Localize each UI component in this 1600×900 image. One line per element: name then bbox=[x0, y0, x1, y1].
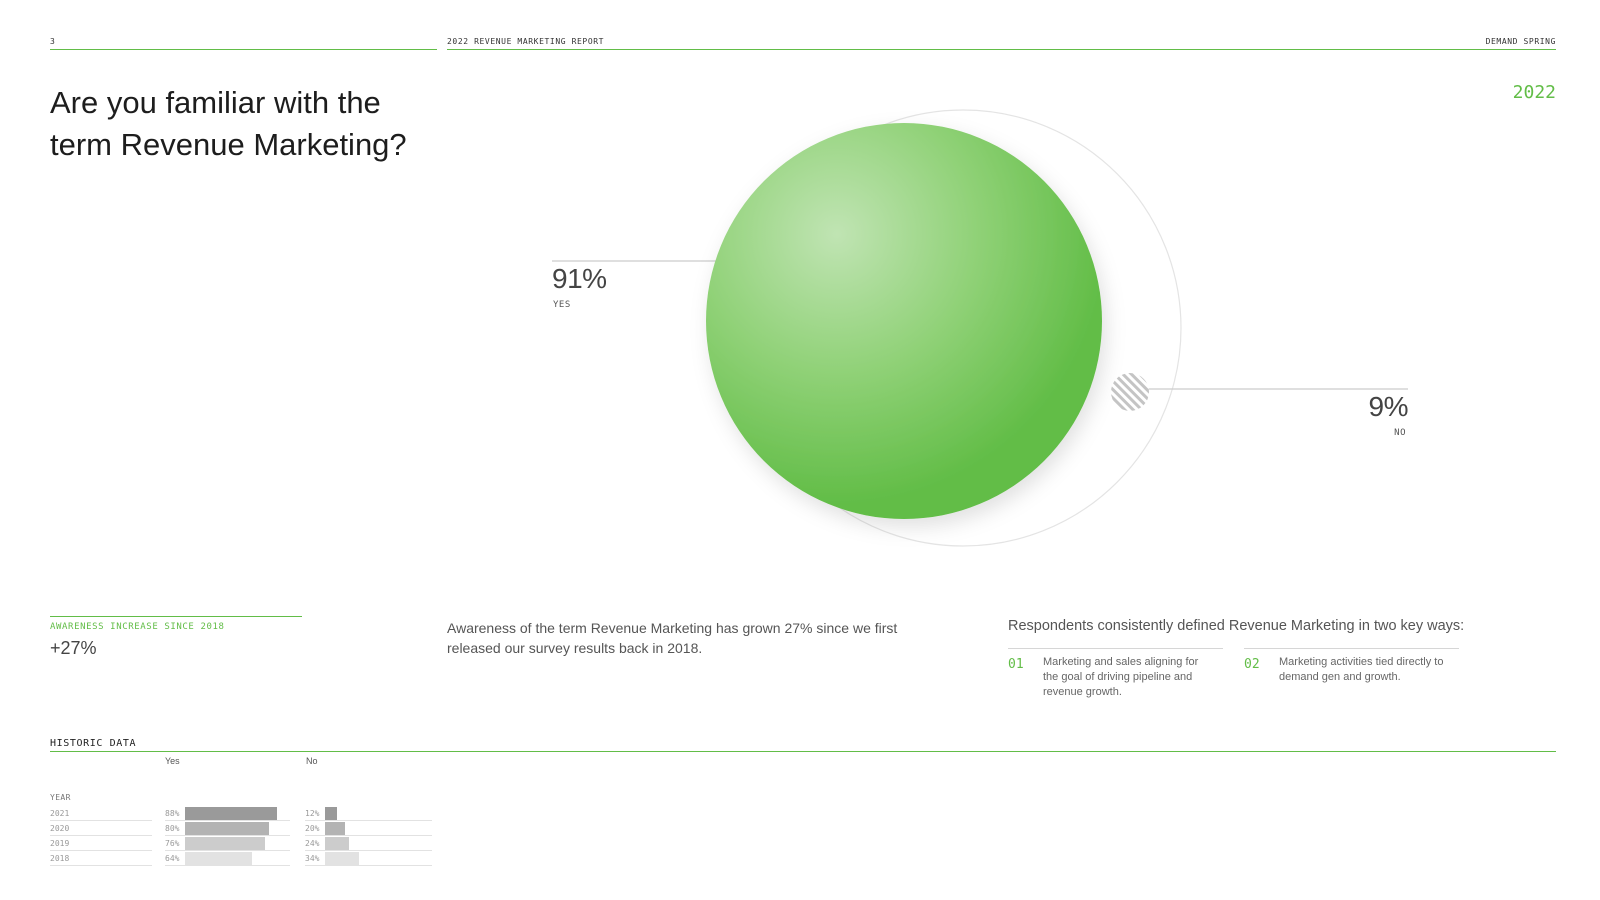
row-divider bbox=[165, 865, 290, 866]
no-bar bbox=[325, 822, 345, 835]
no-bar bbox=[325, 852, 359, 865]
row-yes-value: 88% bbox=[165, 809, 180, 818]
historic-row: 2018 64% 34% bbox=[50, 851, 432, 866]
header-rule-right bbox=[447, 49, 1556, 50]
row-divider bbox=[50, 850, 152, 851]
no-slice bbox=[1111, 373, 1149, 411]
yes-bar bbox=[185, 807, 278, 820]
historic-rule bbox=[50, 751, 1556, 752]
familiarity-chart bbox=[552, 109, 1408, 547]
year-label: 2022 bbox=[1512, 82, 1556, 103]
awareness-label: AWARENESS INCREASE SINCE 2018 bbox=[50, 622, 225, 632]
row-divider bbox=[50, 835, 152, 836]
definition-text: Marketing activities tied directly to de… bbox=[1279, 656, 1444, 683]
row-no-value: 20% bbox=[305, 824, 320, 833]
yes-bar bbox=[185, 852, 253, 865]
no-bar bbox=[325, 807, 337, 820]
definition-number: 01 bbox=[1008, 657, 1024, 672]
row-year: 2021 bbox=[50, 809, 70, 818]
row-divider bbox=[50, 820, 152, 821]
row-divider bbox=[165, 820, 290, 821]
page-question: Are you familiar with the term Revenue M… bbox=[50, 85, 407, 162]
year-column-header: YEAR bbox=[50, 793, 71, 802]
awareness-rule bbox=[50, 616, 302, 617]
yes-column-header: Yes bbox=[165, 756, 180, 766]
row-no-value: 24% bbox=[305, 839, 320, 848]
header-rule-left bbox=[50, 49, 437, 50]
row-divider bbox=[305, 820, 432, 821]
no-label: NO bbox=[1394, 428, 1406, 438]
awareness-description: Awareness of the term Revenue Marketing … bbox=[447, 620, 898, 656]
page-number: 3 bbox=[50, 37, 56, 46]
yes-bar bbox=[185, 822, 269, 835]
historic-row: 2019 76% 24% bbox=[50, 836, 432, 851]
yes-slice bbox=[706, 123, 1102, 519]
row-divider bbox=[50, 865, 152, 866]
row-no-value: 34% bbox=[305, 854, 320, 863]
no-column-header: No bbox=[306, 756, 318, 766]
yes-bar bbox=[185, 837, 265, 850]
row-yes-value: 64% bbox=[165, 854, 180, 863]
definition-text: Marketing and sales aligning for the goa… bbox=[1043, 656, 1199, 698]
row-no-value: 12% bbox=[305, 809, 320, 818]
row-year: 2019 bbox=[50, 839, 70, 848]
awareness-value: +27% bbox=[50, 638, 97, 658]
definition-item-1: 01 Marketing and sales aligning for the … bbox=[1008, 648, 1223, 706]
row-yes-value: 80% bbox=[165, 824, 180, 833]
row-year: 2018 bbox=[50, 854, 70, 863]
row-divider bbox=[165, 835, 290, 836]
row-divider bbox=[165, 850, 290, 851]
row-divider bbox=[305, 835, 432, 836]
definition-number: 02 bbox=[1244, 657, 1260, 672]
respondents-title: Respondents consistently defined Revenue… bbox=[1008, 618, 1465, 634]
yes-percent: 91% bbox=[552, 263, 607, 294]
yes-label: YES bbox=[553, 300, 571, 310]
historic-row: 2020 80% 20% bbox=[50, 821, 432, 836]
row-yes-value: 76% bbox=[165, 839, 180, 848]
historic-title: HISTORIC DATA bbox=[50, 738, 137, 749]
no-percent: 9% bbox=[1368, 391, 1409, 422]
row-divider bbox=[305, 850, 432, 851]
row-divider bbox=[305, 865, 432, 866]
definition-item-2: 02 Marketing activities tied directly to… bbox=[1244, 648, 1459, 706]
historic-row: 2021 88% 12% bbox=[50, 806, 432, 821]
row-year: 2020 bbox=[50, 824, 70, 833]
brand-name: DEMAND SPRING bbox=[1485, 37, 1556, 46]
report-title: 2022 REVENUE MARKETING REPORT bbox=[447, 37, 605, 46]
no-bar bbox=[325, 837, 349, 850]
